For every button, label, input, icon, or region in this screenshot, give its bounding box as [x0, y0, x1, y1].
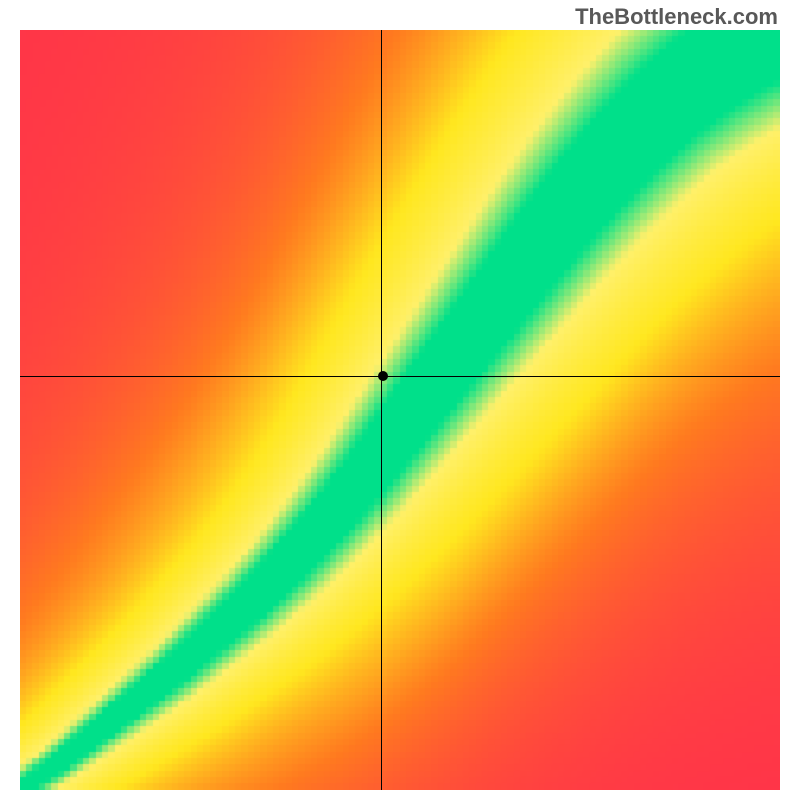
watermark-text: TheBottleneck.com: [575, 4, 778, 30]
heatmap-canvas: [20, 30, 780, 790]
marker-dot: [378, 371, 388, 381]
chart-frame: [20, 30, 780, 790]
chart-container: TheBottleneck.com: [0, 0, 800, 800]
crosshair-horizontal: [20, 376, 780, 377]
crosshair-vertical: [381, 30, 382, 790]
